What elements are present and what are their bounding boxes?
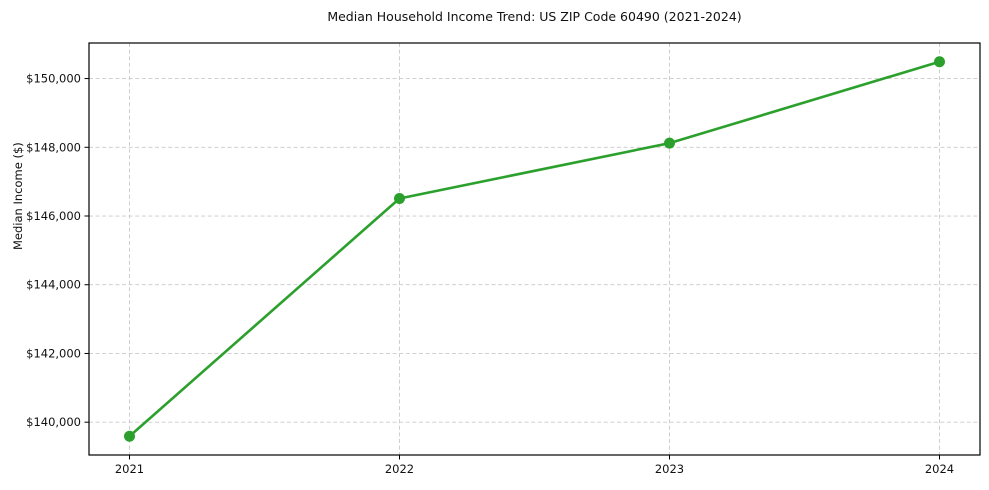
y-tick-label: $144,000: [26, 278, 81, 292]
data-point: [934, 56, 945, 68]
data-point: [664, 137, 675, 149]
y-tick-label: $150,000: [26, 72, 81, 86]
x-tick-label: 2023: [655, 462, 684, 476]
x-tick-label: 2024: [925, 462, 954, 476]
x-tick-label: 2021: [115, 462, 144, 476]
plot-border: [88, 42, 981, 456]
data-point: [394, 192, 405, 204]
y-tick-label: $142,000: [26, 346, 81, 360]
y-tick-label: $148,000: [26, 140, 81, 154]
data-line: [128, 60, 941, 438]
y-tick-label: $146,000: [26, 209, 81, 223]
y-tick-label: $140,000: [26, 415, 81, 429]
data-point: [124, 430, 135, 442]
x-tick-label: 2022: [385, 462, 414, 476]
chart-title: Median Household Income Trend: US ZIP Co…: [327, 9, 742, 24]
